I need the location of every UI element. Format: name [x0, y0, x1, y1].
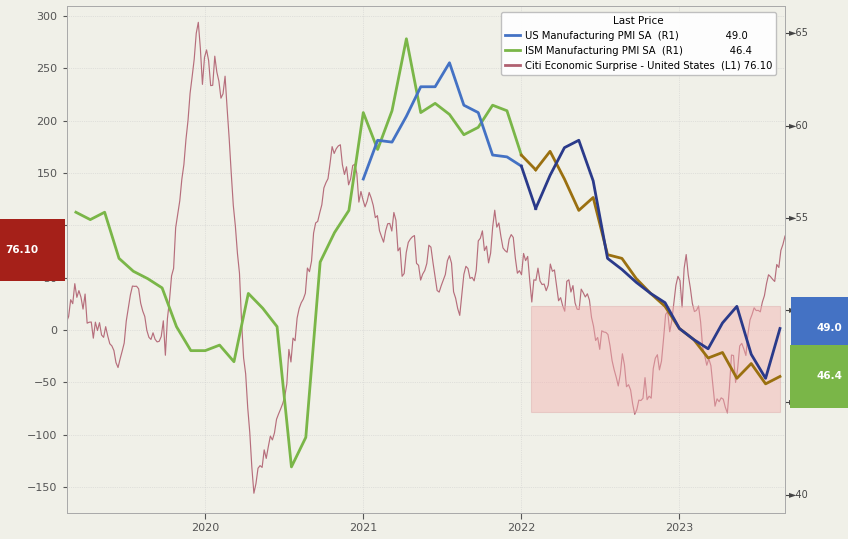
Text: ►40: ►40 — [789, 489, 809, 500]
Legend: US Manufacturing PMI SA  (R1)               49.0, ISM Manufacturing PMI SA  (R1): US Manufacturing PMI SA (R1) 49.0, ISM M… — [501, 11, 777, 74]
Text: 49.0: 49.0 — [817, 323, 842, 334]
Text: ►65: ►65 — [789, 28, 809, 38]
Text: 76.10: 76.10 — [6, 245, 39, 255]
Text: ►50: ►50 — [789, 305, 809, 315]
Text: ►55: ►55 — [789, 213, 809, 223]
Text: ►45: ►45 — [789, 397, 809, 407]
Text: 46.4: 46.4 — [817, 371, 842, 382]
Bar — [532, 306, 780, 412]
Text: ►60: ►60 — [789, 121, 809, 130]
